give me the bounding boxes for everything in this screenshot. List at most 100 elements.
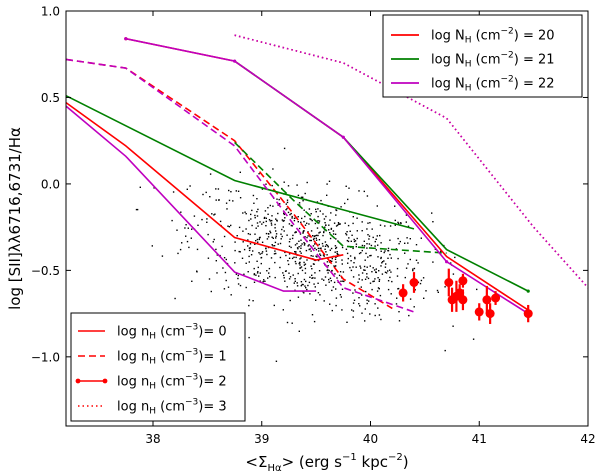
scatter-point (299, 264, 301, 266)
scatter-point (280, 233, 282, 235)
scatter-points (135, 147, 478, 362)
y-axis-label: log [SII]λλ6716,6731/Hα (6, 127, 24, 310)
scatter-point (315, 211, 317, 213)
scatter-point (316, 227, 319, 229)
scatter-point (425, 290, 427, 292)
scatter-point (310, 218, 312, 221)
scatter-point (259, 221, 261, 223)
scatter-point (291, 322, 293, 324)
scatter-point (354, 240, 357, 242)
scatter-point (325, 244, 328, 246)
scatter-point (281, 235, 283, 238)
scatter-point (283, 181, 285, 183)
scatter-point (259, 280, 261, 282)
scatter-point (269, 220, 272, 222)
scatter-point (374, 240, 376, 243)
scatter-point (251, 224, 253, 227)
scatter-point (272, 168, 274, 170)
scatter-point (336, 253, 339, 255)
scatter-point (253, 273, 256, 275)
scatter-point (281, 219, 284, 221)
scatter-point (189, 185, 191, 187)
scatter-point (318, 232, 320, 234)
scatter-point (431, 212, 433, 214)
scatter-point (413, 267, 416, 270)
scatter-point (363, 269, 365, 271)
scatter-point (312, 263, 315, 265)
scatter-point (273, 245, 276, 247)
curve-marker (341, 135, 345, 139)
scatter-point (297, 216, 299, 218)
scatter-point (440, 250, 442, 252)
scatter-point (374, 303, 376, 305)
scatter-point (352, 316, 354, 318)
scatter-point (271, 236, 273, 238)
scatter-point (318, 270, 321, 272)
scatter-point (293, 282, 295, 284)
scatter-point (365, 290, 367, 293)
scatter-point (239, 251, 241, 253)
plot-frame (65, 10, 589, 427)
scatter-point (381, 262, 383, 264)
scatter-point (265, 247, 267, 249)
scatter-point (228, 199, 231, 202)
scatter-point (387, 288, 390, 291)
scatter-point (300, 221, 302, 223)
obs-point (491, 293, 501, 303)
scatter-point (288, 245, 291, 247)
scatter-point (282, 226, 284, 228)
scatter-point (186, 240, 189, 243)
scatter-point (378, 288, 380, 290)
scatter-point (226, 208, 228, 210)
scatter-point (319, 253, 321, 255)
scatter-point (306, 181, 308, 184)
scatter-point (332, 286, 335, 288)
scatter-point (252, 194, 255, 197)
scatter-point (293, 219, 296, 222)
lu1-pre: log N (431, 53, 465, 68)
scatter-point (394, 219, 396, 222)
scatter-point (315, 237, 317, 239)
scatter-point (283, 212, 285, 214)
scatter-point (288, 223, 291, 225)
scatter-point (328, 180, 331, 182)
scatter-point (318, 250, 320, 252)
x-tick-label: 40 (363, 432, 378, 446)
scatter-point (356, 230, 358, 232)
scatter-point (294, 289, 296, 291)
scatter-point (302, 232, 304, 234)
scatter-point (339, 223, 341, 225)
scatter-point (396, 297, 398, 299)
scatter-point (333, 281, 336, 284)
scatter-point (248, 299, 251, 301)
legend-label-nh22: log NH (cm−2) = 22 (431, 75, 555, 94)
scatter-point (218, 199, 220, 201)
scatter-point (350, 269, 353, 272)
scatter-point (366, 273, 368, 275)
scatter-point (317, 247, 320, 250)
scatter-point (372, 236, 374, 239)
scatter-point (370, 254, 372, 257)
scatter-point (405, 214, 408, 216)
scatter-point (375, 271, 377, 274)
legend-entry-nh21: log NH (cm−2) = 21 (391, 51, 555, 70)
scatter-point (364, 259, 366, 261)
scatter-point (369, 282, 372, 284)
scatter-point (327, 272, 329, 274)
scatter-point (275, 360, 278, 362)
scatter-point (341, 259, 343, 261)
scatter-point (325, 251, 327, 253)
lu2-exp: −2 (500, 75, 513, 85)
scatter-point (380, 257, 382, 260)
scatter-point (256, 198, 258, 200)
scatter-point (364, 320, 366, 322)
scatter-point (299, 233, 302, 235)
scatter-point (285, 270, 287, 272)
scatter-point (298, 227, 301, 230)
curve-marker (526, 289, 530, 293)
scatter-point (289, 276, 292, 278)
scatter-point (356, 237, 358, 240)
scatter-point (302, 283, 304, 286)
scatter-point (321, 278, 323, 280)
scatter-point (273, 253, 276, 255)
